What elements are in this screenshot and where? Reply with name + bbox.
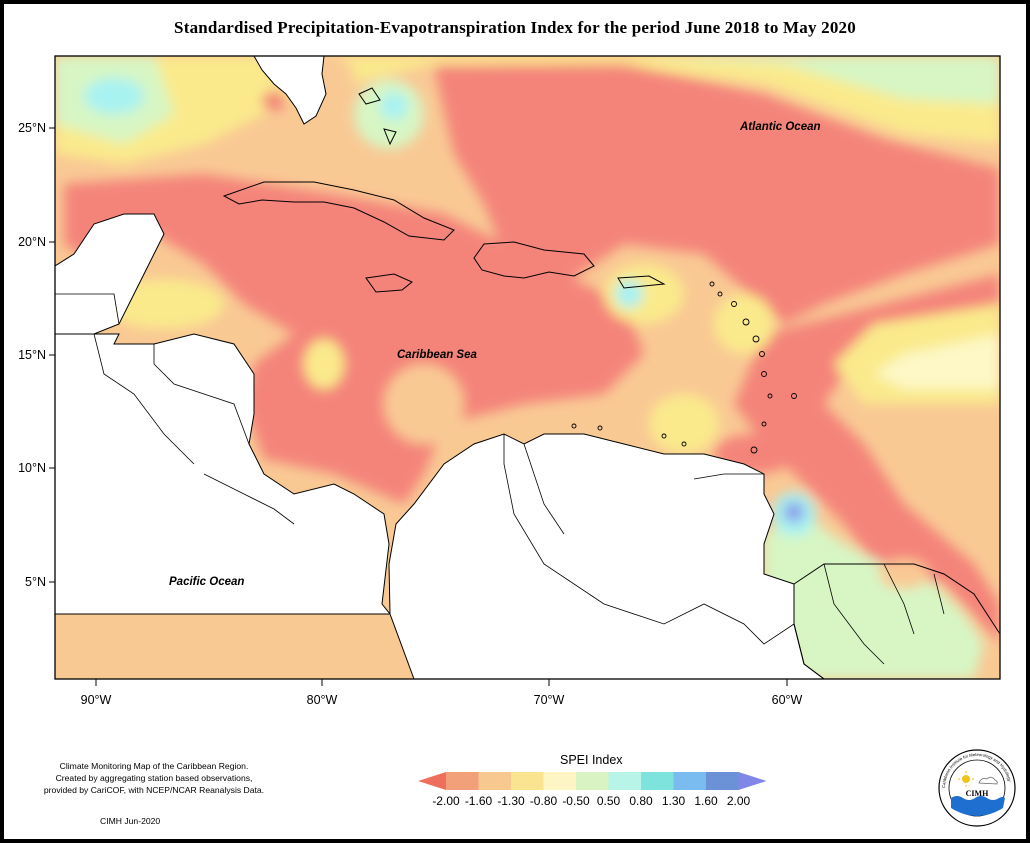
legend-swatch bbox=[543, 772, 577, 790]
cloud-icon bbox=[978, 776, 998, 785]
legend-swatch bbox=[706, 772, 739, 790]
credit-line-2: Created by aggregating station based obs… bbox=[55, 773, 253, 783]
legend-swatch bbox=[511, 772, 544, 790]
map-figure: Standardised Precipitation-Evapotranspir… bbox=[4, 4, 1026, 839]
longitude-axis: 90°W 80°W 70°W 60°W bbox=[81, 679, 803, 707]
country-borders bbox=[55, 293, 945, 665]
map-canvas: 25°N 20°N 15°N 10°N 5°N 90°W 80°W 70°W 6… bbox=[18, 55, 1001, 808]
sun-icon bbox=[962, 775, 970, 783]
lat-tick-25: 25°N bbox=[18, 121, 46, 135]
map-credit: Climate Monitoring Map of the Caribbean … bbox=[24, 760, 284, 796]
credit-line-1: Climate Monitoring Map of the Caribbean … bbox=[59, 761, 249, 771]
map-frame bbox=[54, 55, 1001, 680]
legend-swatch bbox=[641, 772, 674, 790]
legend-tick-label: -1.30 bbox=[497, 794, 525, 808]
label-atlantic-ocean: Atlantic Ocean bbox=[739, 121, 821, 133]
latitude-axis: 25°N 20°N 15°N 10°N 5°N bbox=[18, 121, 55, 589]
legend-tick-label: 2.00 bbox=[727, 794, 751, 808]
legend-swatch bbox=[673, 772, 707, 790]
label-pacific-ocean: Pacific Ocean bbox=[169, 576, 244, 588]
lon-tick-70: 70°W bbox=[534, 693, 565, 707]
lon-tick-60: 60°W bbox=[772, 693, 803, 707]
legend-swatch bbox=[576, 772, 609, 790]
legend-tick-label: 0.80 bbox=[629, 794, 653, 808]
land-masses bbox=[55, 56, 1000, 679]
legend-tick-label: -2.00 bbox=[432, 794, 460, 808]
legend-tick-label: 1.30 bbox=[662, 794, 686, 808]
lon-tick-80: 80°W bbox=[307, 693, 338, 707]
map-title: Standardised Precipitation-Evapotranspir… bbox=[174, 18, 856, 37]
legend-arrow-high bbox=[738, 772, 767, 790]
logo-text: CIMH bbox=[966, 789, 989, 798]
credit-line-3: provided by CariCOF, with NCEP/NCAR Rean… bbox=[43, 785, 265, 795]
legend-tick-label: -0.80 bbox=[530, 794, 558, 808]
legend-title: SPEI Index bbox=[560, 753, 623, 767]
cimh-logo: CIMH Caribbean Institute for Meteorology… bbox=[938, 749, 1016, 827]
legend-swatch bbox=[608, 772, 642, 790]
spei-legend-colorbar bbox=[418, 772, 767, 790]
lat-tick-5: 5°N bbox=[25, 575, 46, 589]
lesser-antilles bbox=[571, 281, 797, 454]
lat-tick-15: 15°N bbox=[18, 348, 46, 362]
legend-tick-label: 1.60 bbox=[694, 794, 718, 808]
spei-legend-ticks: -2.00 -1.60 -1.30 -0.80 -0.50 0.50 0.80 1.30 1.6… bbox=[432, 794, 750, 808]
spei-field bbox=[55, 56, 1000, 679]
legend-tick-label: -0.50 bbox=[562, 794, 590, 808]
legend-tick-label: -1.60 bbox=[465, 794, 493, 808]
legend-swatch bbox=[478, 772, 512, 790]
lat-tick-10: 10°N bbox=[18, 461, 46, 475]
label-caribbean-sea: Caribbean Sea bbox=[397, 349, 477, 361]
legend-swatch bbox=[446, 772, 479, 790]
lon-tick-90: 90°W bbox=[81, 693, 112, 707]
lat-tick-20: 20°N bbox=[18, 235, 46, 249]
legend-tick-label: 0.50 bbox=[597, 794, 621, 808]
legend-arrow-low bbox=[418, 772, 446, 790]
wave-icon bbox=[951, 796, 1005, 816]
credit-date: CIMH Jun-2020 bbox=[100, 816, 161, 826]
